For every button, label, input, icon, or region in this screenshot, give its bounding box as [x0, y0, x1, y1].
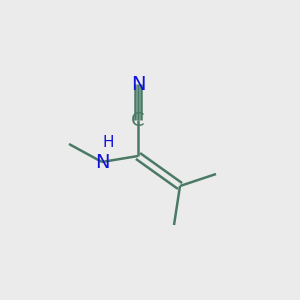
Text: C: C: [131, 110, 145, 130]
Text: N: N: [95, 152, 109, 172]
Text: N: N: [131, 74, 145, 94]
Text: H: H: [102, 135, 114, 150]
